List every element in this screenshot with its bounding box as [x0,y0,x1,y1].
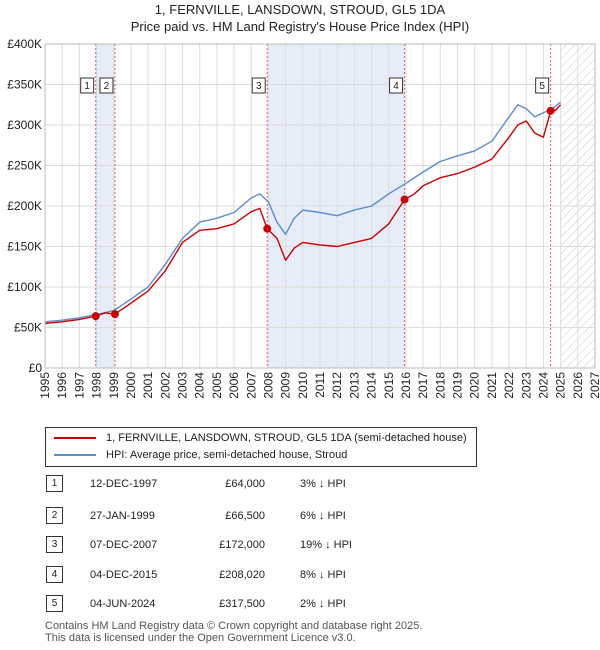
x-tick-label: 2007 [244,372,258,399]
sale-price: £66,500 [225,510,265,522]
chart-legend: 1, FERNVILLE, LANSDOWN, STROUD, GL5 1DA … [45,427,477,467]
sale-hpi-diff: 19% ↓ HPI [300,539,352,551]
sale-price: £172,000 [219,539,265,551]
x-tick-label: 1995 [38,372,52,399]
x-tick-label: 2010 [296,372,310,399]
x-tick-label: 2001 [141,372,155,399]
y-tick-label: £100K [7,280,42,294]
x-tick-label: 2013 [347,372,361,399]
x-tick-label: 1997 [72,372,86,399]
legend-label-hpi: HPI: Average price, semi-detached house,… [106,449,348,461]
footer-copyright: Contains HM Land Registry data © Crown c… [45,620,423,632]
chart-subtitle: Price paid vs. HM Land Registry's House … [130,19,470,34]
y-tick-label: £150K [7,240,42,254]
footer-attribution: Contains HM Land Registry data © Crown c… [45,620,422,644]
x-tick-label: 1999 [107,372,121,399]
sale-number-badge: 3 [46,536,63,553]
y-tick-label: £0 [29,361,43,375]
sale-hpi-diff: 6% ↓ HPI [300,510,346,522]
footer-license: This data is licensed under the Open Gov… [45,632,356,644]
x-tick-label: 2021 [485,372,499,399]
x-tick-label: 2020 [468,372,482,399]
sale-point [110,310,119,319]
x-tick-label: 2005 [210,372,224,399]
x-tick-label: 2023 [519,372,533,399]
y-tick-label: £250K [7,159,42,173]
legend-swatch-property [54,437,96,440]
sale-label-text: 5 [539,81,545,92]
x-tick-label: 1998 [90,372,104,399]
sale-date: 07-DEC-2007 [90,539,158,551]
series-line-property [44,104,562,325]
plot-frame [44,43,596,369]
x-tick-label: 2014 [365,372,379,399]
y-tick-label: £350K [7,78,42,92]
x-tick-label: 2016 [399,372,413,399]
x-tick-label: 2006 [227,372,241,399]
x-tick-label: 2000 [124,372,138,399]
sale-point [400,195,409,204]
table-row: 1 12-DEC-1997 £64,000 3% ↓ HPI [0,474,600,494]
sale-label-box [80,77,95,94]
series-line-hpi [44,101,562,323]
legend-item-hpi: HPI: Average price, semi-detached house,… [54,447,347,463]
x-tick-label: 2011 [313,372,327,398]
y-tick-label: £50K [14,321,42,335]
sale-label-text: 1 [84,81,90,92]
x-tick-label: 2009 [279,372,293,399]
legend-label-property: 1, FERNVILLE, LANSDOWN, STROUD, GL5 1DA … [106,432,467,444]
chart-title: 1, FERNVILLE, LANSDOWN, STROUD, GL5 1DA [154,2,446,17]
sale-number-badge: 2 [46,507,63,524]
sale-date: 04-JUN-2024 [90,598,156,610]
x-tick-label: 2025 [554,372,568,399]
x-tick-label: 2008 [261,372,275,399]
table-row: 5 04-JUN-2024 £317,500 2% ↓ HPI [0,594,600,614]
sale-hpi-diff: 3% ↓ HPI [300,478,346,490]
x-tick-label: 2004 [193,372,207,399]
sale-number-badge: 5 [46,595,63,612]
y-tick-label: £200K [7,199,42,213]
sale-hpi-diff: 2% ↓ HPI [300,598,346,610]
x-tick-label: 2003 [176,372,190,399]
sale-label-text: 2 [104,81,110,92]
x-tick-label: 2022 [502,372,516,399]
sale-label-box [389,77,404,94]
x-tick-label: 2017 [416,372,430,399]
x-tick-label: 2027 [588,372,600,399]
sale-label-text: 4 [393,81,399,92]
x-tick-label: 2018 [433,372,447,399]
sale-label-box [99,77,114,94]
legend-item-property: 1, FERNVILLE, LANSDOWN, STROUD, GL5 1DA … [54,430,467,446]
y-tick-label: £300K [7,118,42,132]
x-tick-label: 1996 [55,372,69,399]
price-chart: 1 2 3 4 5 £0 £50K £100K £150K £200K £250K £300K £35… [7,37,600,399]
sale-price: £208,020 [219,569,265,581]
sale-price: £317,500 [219,598,265,610]
sale-label-box [535,77,550,94]
sale-label-text: 3 [256,81,262,92]
y-tick-label: £400K [7,37,42,51]
sale-date: 12-DEC-1997 [90,478,158,490]
x-tick-label: 2002 [158,372,172,399]
sale-number-badge: 4 [46,566,63,583]
sale-label-box [251,77,266,94]
sale-point [546,106,555,115]
table-row: 2 27-JAN-1999 £66,500 6% ↓ HPI [0,506,600,526]
sale-point [263,224,272,233]
sale-date: 27-JAN-1999 [90,510,155,522]
sale-date: 04-DEC-2015 [90,569,158,581]
sale-point [91,312,100,321]
sale-number-badge: 1 [46,475,63,492]
x-tick-label: 2026 [571,372,585,399]
legend-swatch-hpi [54,454,96,457]
sale-hpi-diff: 8% ↓ HPI [300,569,346,581]
x-tick-label: 2015 [382,372,396,399]
x-tick-label: 2024 [536,372,550,399]
table-row: 4 04-DEC-2015 £208,020 8% ↓ HPI [0,565,600,585]
x-tick-label: 2019 [451,372,465,399]
table-row: 3 07-DEC-2007 £172,000 19% ↓ HPI [0,535,600,555]
sale-price: £64,000 [225,478,265,490]
x-tick-label: 2012 [330,372,344,399]
